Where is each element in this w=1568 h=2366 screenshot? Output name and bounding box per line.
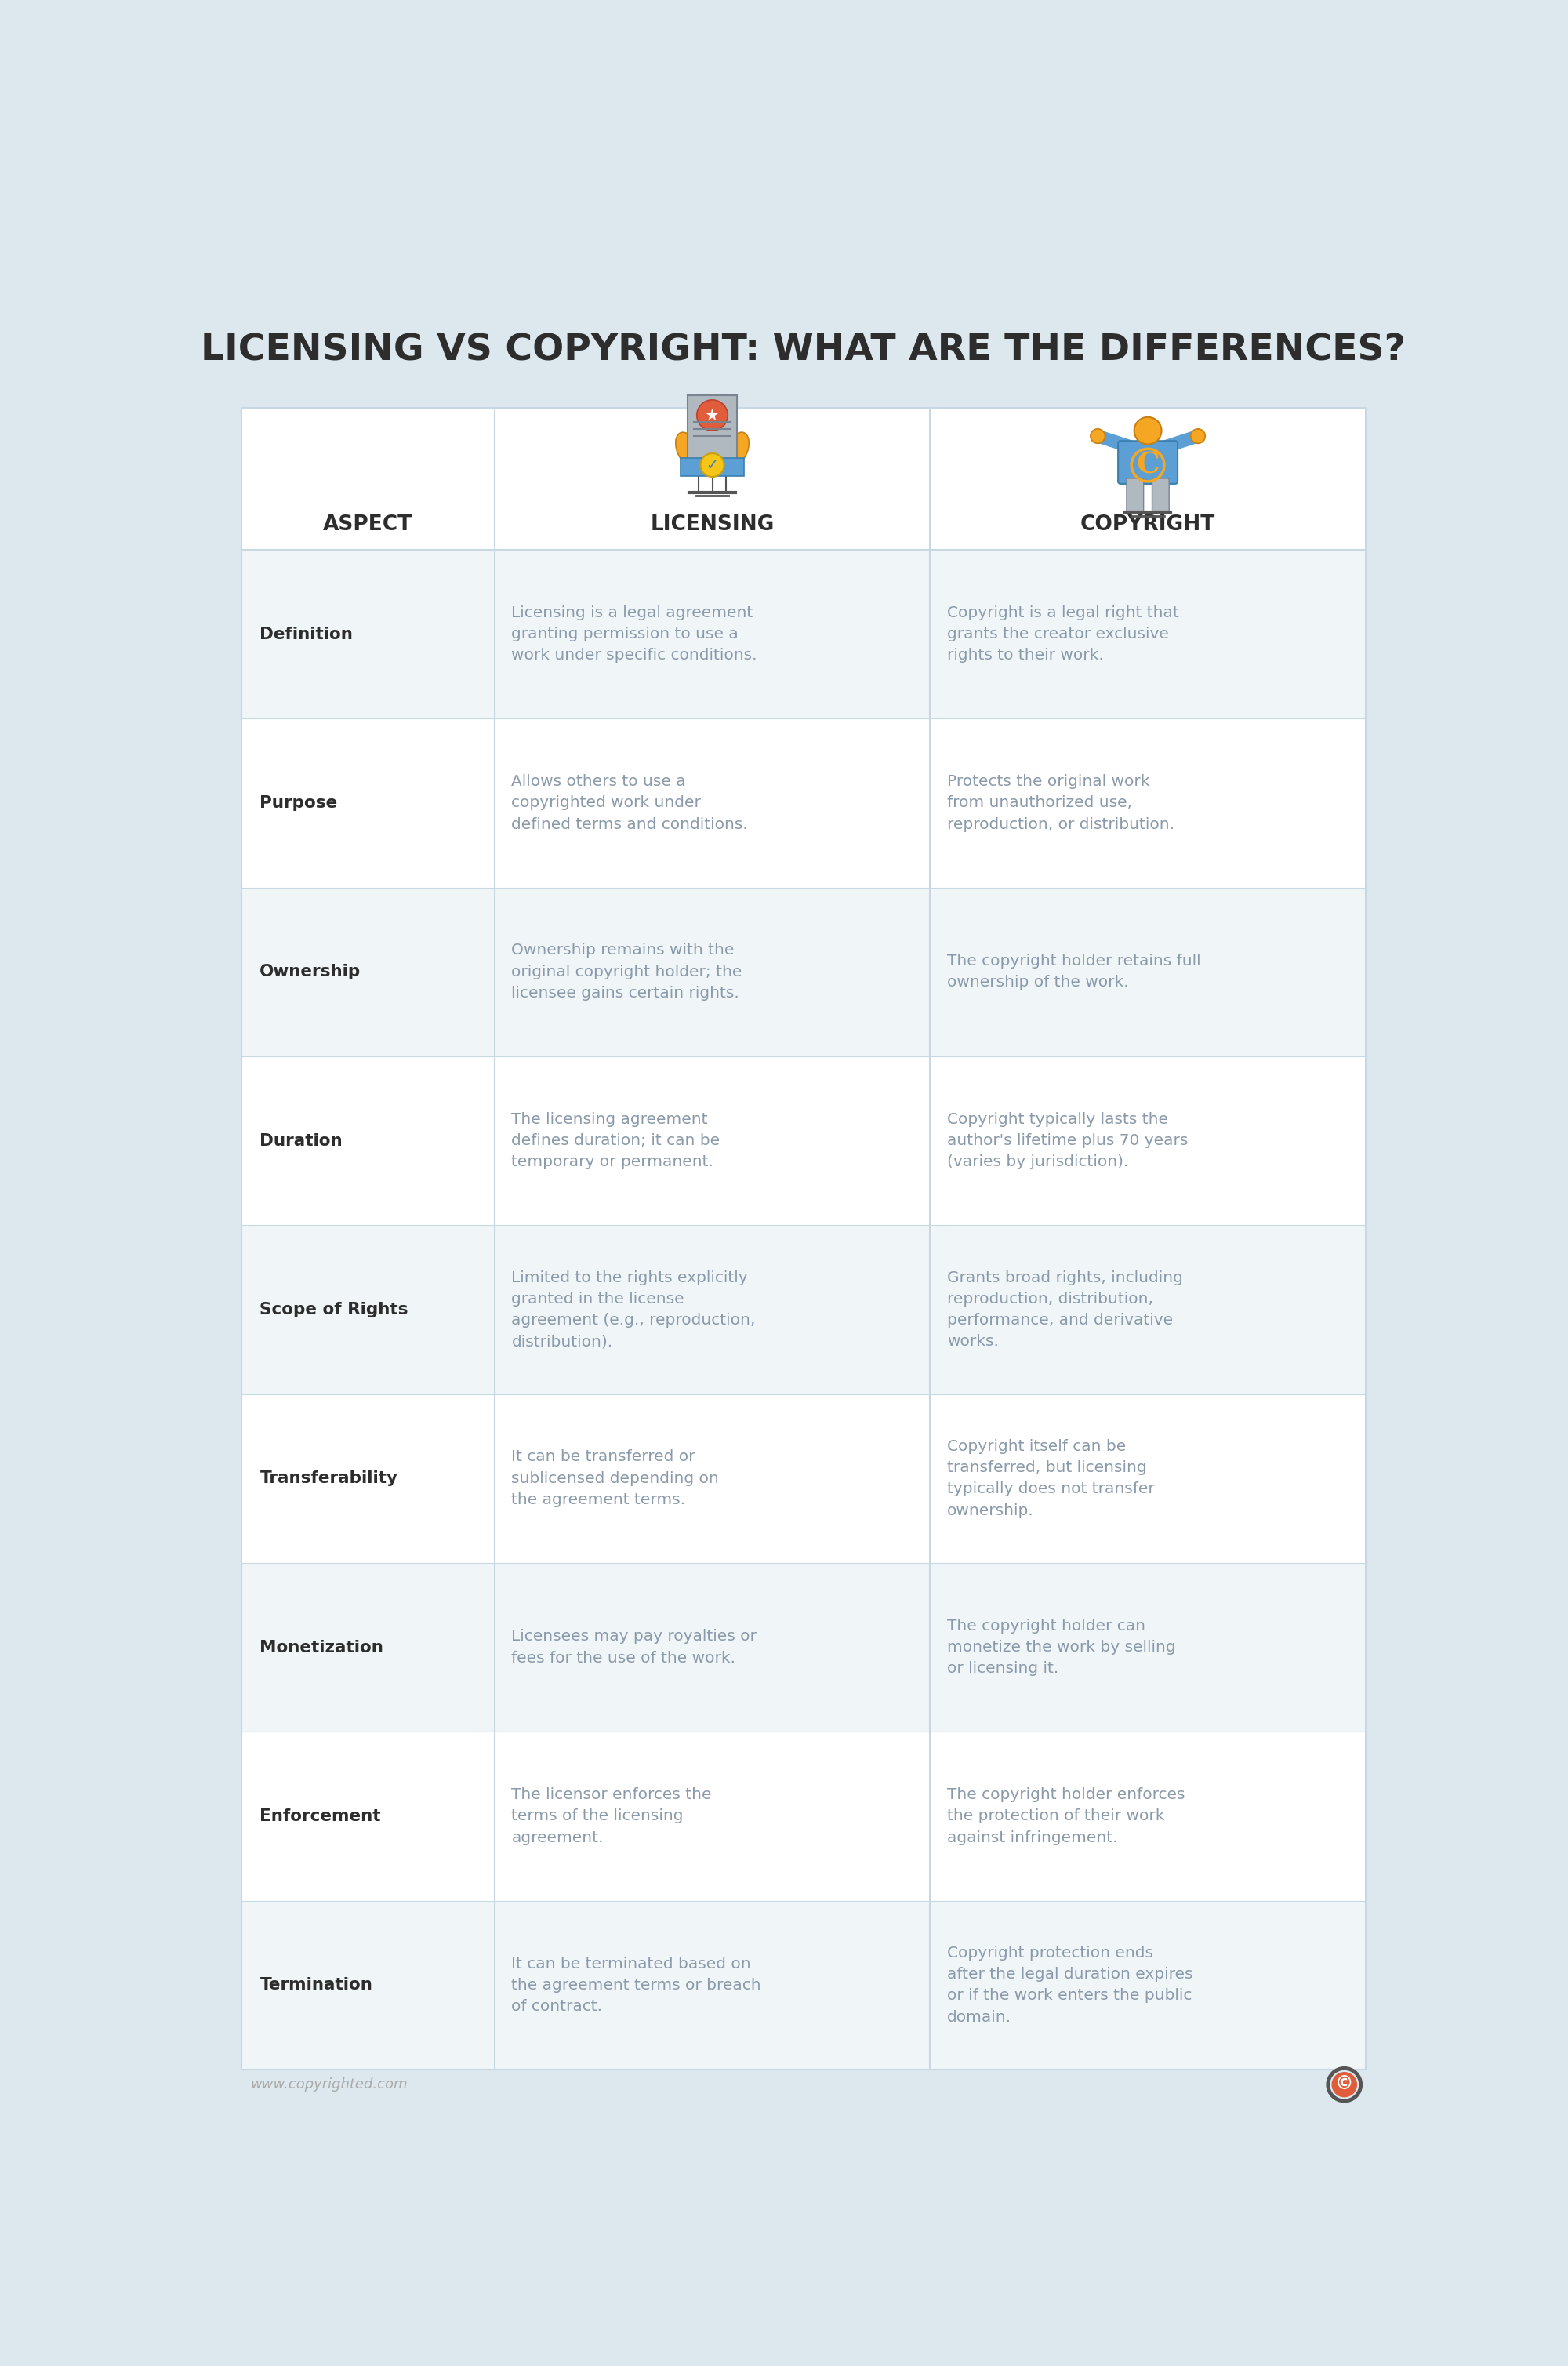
FancyBboxPatch shape	[1152, 478, 1170, 511]
Text: LICENSING: LICENSING	[651, 513, 775, 535]
Text: The licensing agreement
defines duration; it can be
temporary or permanent.: The licensing agreement defines duration…	[511, 1112, 720, 1169]
Bar	[241, 887, 1366, 1055]
Text: ★: ★	[706, 407, 720, 424]
Text: LICENSING VS COPYRIGHT: WHAT ARE THE DIFFERENCES?: LICENSING VS COPYRIGHT: WHAT ARE THE DIF…	[201, 334, 1406, 369]
Bar	[241, 549, 1366, 719]
Text: The licensor enforces the
terms of the licensing
agreement.: The licensor enforces the terms of the l…	[511, 1786, 712, 1845]
FancyBboxPatch shape	[1126, 478, 1143, 511]
Text: ©: ©	[1334, 2075, 1353, 2094]
Text: Termination: Termination	[260, 1978, 373, 1992]
Text: ASPECT: ASPECT	[323, 513, 412, 535]
Bar	[681, 459, 745, 476]
Ellipse shape	[726, 433, 750, 466]
Bar	[241, 1732, 1366, 1900]
Circle shape	[701, 454, 724, 478]
Text: Purpose: Purpose	[260, 795, 337, 812]
Text: Allows others to use a
copyrighted work under
defined terms and conditions.: Allows others to use a copyrighted work …	[511, 774, 748, 833]
Circle shape	[1090, 428, 1105, 442]
Circle shape	[696, 400, 728, 431]
Bar	[241, 1900, 1366, 2070]
Circle shape	[1134, 416, 1162, 445]
Text: ✓: ✓	[706, 457, 718, 473]
Text: Copyright is a legal right that
grants the creator exclusive
rights to their wor: Copyright is a legal right that grants t…	[947, 606, 1179, 662]
Text: The copyright holder retains full
ownership of the work.: The copyright holder retains full owners…	[947, 953, 1201, 989]
Ellipse shape	[676, 433, 698, 466]
Bar	[241, 1226, 1366, 1394]
Text: Licensing is a legal agreement
granting permission to use a
work under specific : Licensing is a legal agreement granting …	[511, 606, 757, 662]
Text: Copyright protection ends
after the legal duration expires
or if the work enters: Copyright protection ends after the lega…	[947, 1945, 1193, 2025]
Text: The copyright holder can
monetize the work by selling
or licensing it.: The copyright holder can monetize the wo…	[947, 1618, 1176, 1675]
Text: Licensees may pay royalties or
fees for the use of the work.: Licensees may pay royalties or fees for …	[511, 1630, 757, 1666]
Text: Grants broad rights, including
reproduction, distribution,
performance, and deri: Grants broad rights, including reproduct…	[947, 1271, 1182, 1349]
Text: Ownership remains with the
original copyright holder; the
licensee gains certain: Ownership remains with the original copy…	[511, 944, 742, 1001]
Text: www.copyrighted.com: www.copyrighted.com	[251, 2077, 408, 2092]
Bar	[241, 1055, 1366, 1226]
Bar	[241, 1394, 1366, 1564]
Text: Copyright itself can be
transferred, but licensing
typically does not transfer
o: Copyright itself can be transferred, but…	[947, 1439, 1154, 1519]
Text: The copyright holder enforces
the protection of their work
against infringement.: The copyright holder enforces the protec…	[947, 1786, 1185, 1845]
Text: Duration: Duration	[260, 1133, 342, 1148]
Text: COPYRIGHT: COPYRIGHT	[1080, 513, 1215, 535]
Text: Copyright typically lasts the
author's lifetime plus 70 years
(varies by jurisdi: Copyright typically lasts the author's l…	[947, 1112, 1189, 1169]
Text: It can be terminated based on
the agreement terms or breach
of contract.: It can be terminated based on the agreem…	[511, 1957, 762, 2013]
Text: Scope of Rights: Scope of Rights	[260, 1301, 408, 1318]
Text: Monetization: Monetization	[260, 1640, 384, 1656]
Text: Protects the original work
from unauthorized use,
reproduction, or distribution.: Protects the original work from unauthor…	[947, 774, 1174, 833]
Bar	[687, 395, 737, 461]
Bar	[241, 719, 1366, 887]
Bar	[241, 1564, 1366, 1732]
FancyBboxPatch shape	[1118, 440, 1178, 483]
Text: Transferability: Transferability	[260, 1472, 398, 1486]
Circle shape	[1331, 2073, 1358, 2096]
Text: Definition: Definition	[260, 627, 353, 641]
Text: It can be transferred or
sublicensed depending on
the agreement terms.: It can be transferred or sublicensed dep…	[511, 1450, 720, 1507]
Text: C: C	[1137, 450, 1160, 480]
Text: Ownership: Ownership	[260, 963, 361, 980]
Text: Limited to the rights explicitly
granted in the license
agreement (e.g., reprodu: Limited to the rights explicitly granted…	[511, 1271, 756, 1349]
Text: Enforcement: Enforcement	[260, 1808, 381, 1824]
Circle shape	[1190, 428, 1206, 442]
